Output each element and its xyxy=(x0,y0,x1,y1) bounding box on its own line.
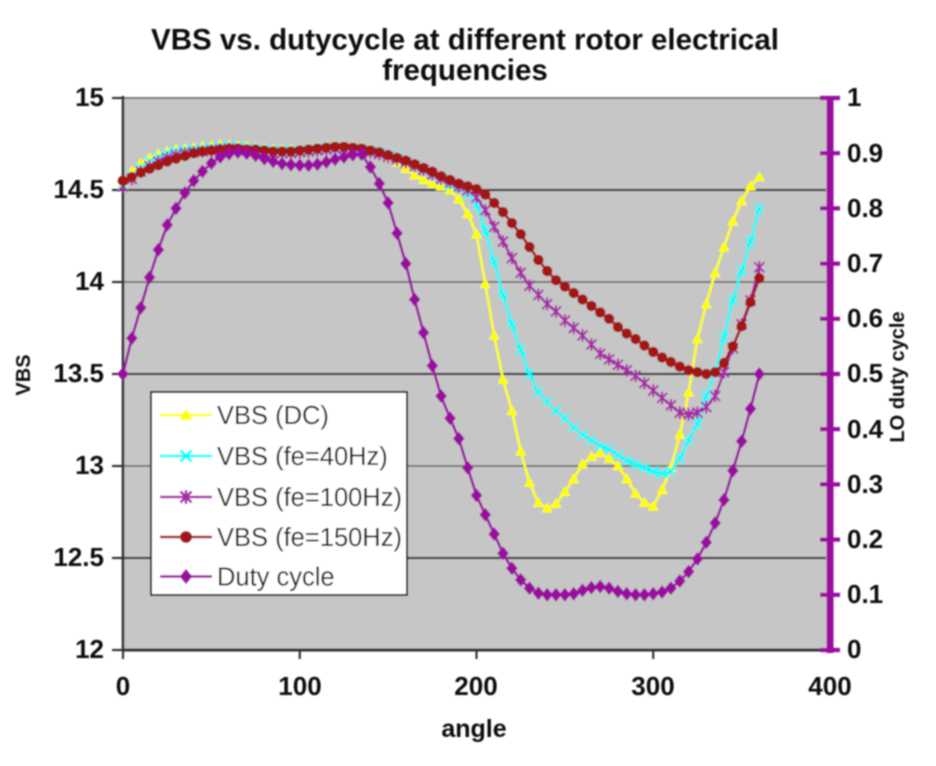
svg-text:frequencies: frequencies xyxy=(382,54,548,87)
svg-text:0.5: 0.5 xyxy=(847,358,883,388)
svg-text:angle: angle xyxy=(441,715,506,743)
svg-text:0: 0 xyxy=(847,634,861,664)
svg-text:0.8: 0.8 xyxy=(847,193,883,223)
svg-text:14: 14 xyxy=(75,266,104,296)
svg-text:13: 13 xyxy=(75,450,104,480)
svg-text:VBS (DC): VBS (DC) xyxy=(217,402,329,430)
svg-text:13.5: 13.5 xyxy=(53,358,104,388)
svg-text:12: 12 xyxy=(75,634,104,664)
svg-text:15: 15 xyxy=(75,82,104,112)
svg-text:400: 400 xyxy=(808,671,851,701)
svg-text:300: 300 xyxy=(631,671,674,701)
svg-text:200: 200 xyxy=(454,671,497,701)
svg-text:0.4: 0.4 xyxy=(847,414,884,444)
svg-text:0: 0 xyxy=(116,671,130,701)
svg-text:12.5: 12.5 xyxy=(53,542,104,572)
svg-text:0.2: 0.2 xyxy=(847,524,883,554)
svg-text:0.6: 0.6 xyxy=(847,303,883,333)
svg-text:LO duty cycle: LO duty cycle xyxy=(887,311,909,442)
svg-text:100: 100 xyxy=(278,671,321,701)
svg-text:0.1: 0.1 xyxy=(847,579,883,609)
svg-text:1: 1 xyxy=(847,82,861,112)
svg-text:Duty cycle: Duty cycle xyxy=(217,564,335,592)
svg-text:0.3: 0.3 xyxy=(847,469,883,499)
svg-text:14.5: 14.5 xyxy=(53,174,104,204)
svg-text:VBS (fe=150Hz): VBS (fe=150Hz) xyxy=(217,524,402,552)
svg-text:VBS (fe=100Hz): VBS (fe=100Hz) xyxy=(217,484,402,512)
svg-text:VBS vs. dutycycle at different: VBS vs. dutycycle at different rotor ele… xyxy=(151,24,779,57)
svg-text:VBS: VBS xyxy=(13,354,35,395)
svg-text:0.7: 0.7 xyxy=(847,248,883,278)
svg-text:VBS (fe=40Hz): VBS (fe=40Hz) xyxy=(217,443,388,471)
svg-text:0.9: 0.9 xyxy=(847,138,883,168)
